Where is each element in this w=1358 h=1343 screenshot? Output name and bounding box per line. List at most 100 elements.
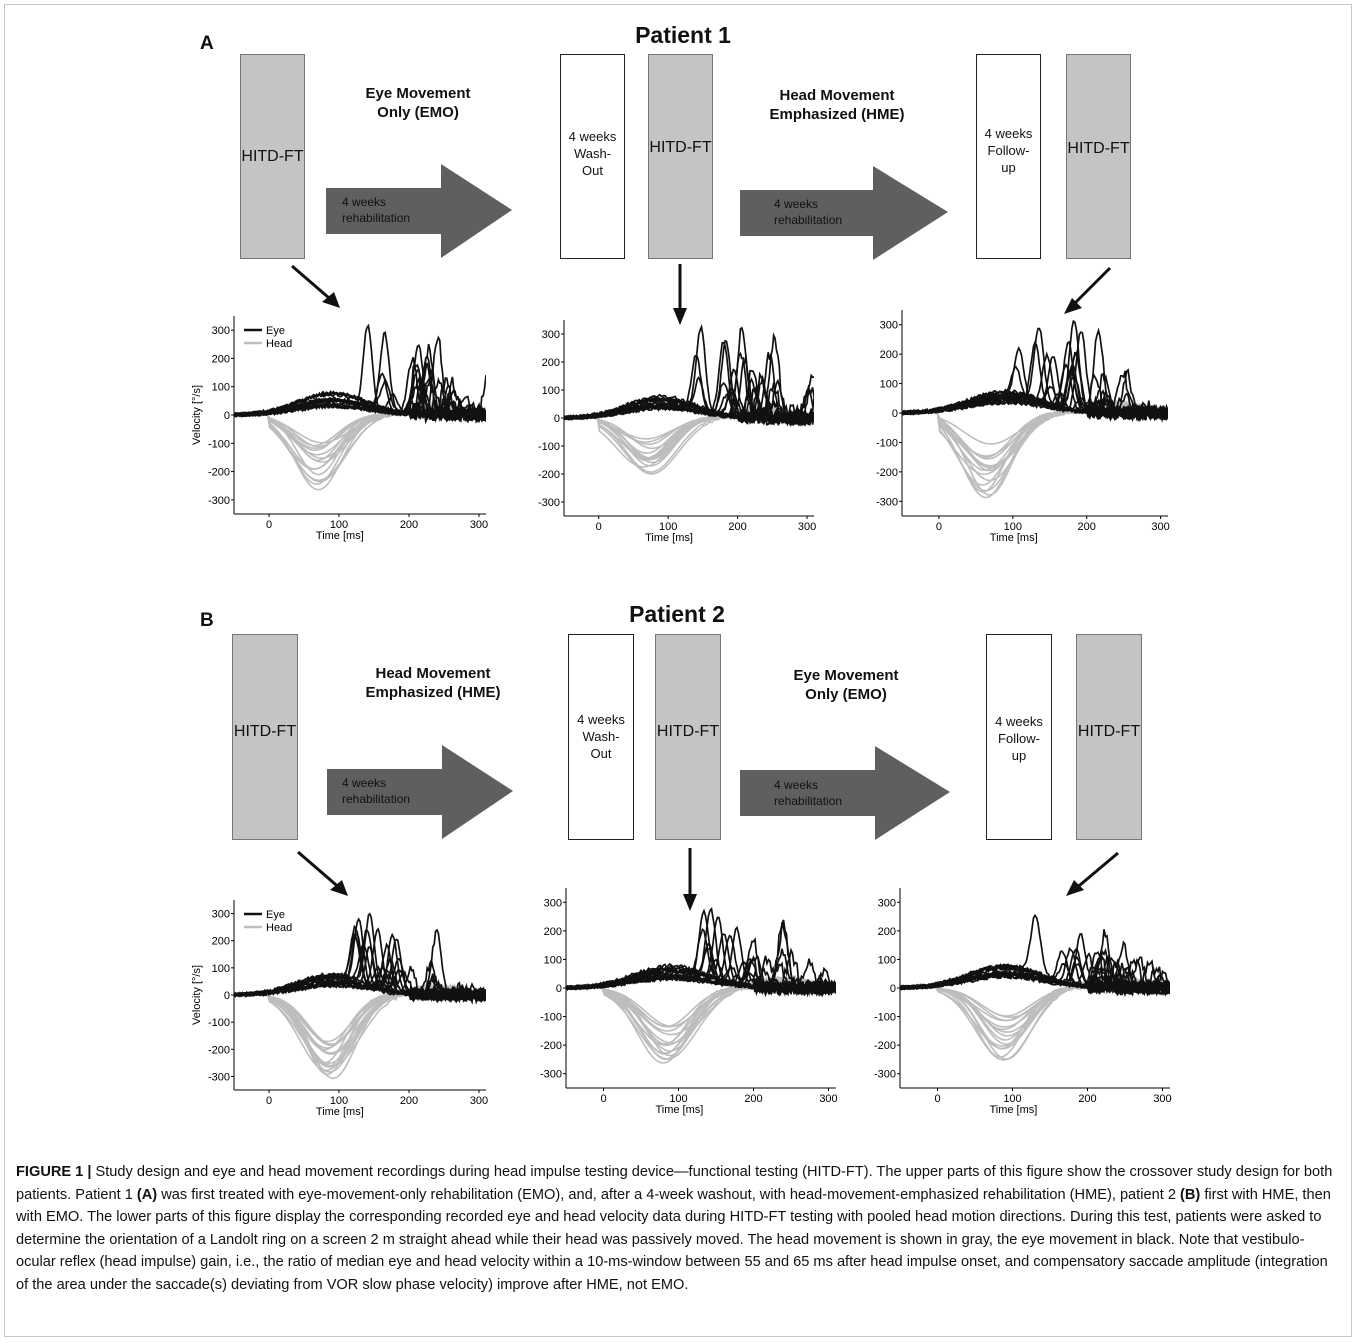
y-tick-label: -100 xyxy=(874,1012,896,1024)
x-axis-label: Time [ms] xyxy=(989,1104,1037,1116)
x-axis-label: Time [ms] xyxy=(316,530,364,542)
pointer-arrow-b2 xyxy=(683,848,697,911)
y-tick-label: 100 xyxy=(212,963,230,975)
washout-box-a: 4 weeks Wash- Out xyxy=(560,54,625,259)
eye-trace xyxy=(900,962,1170,995)
x-tick-label: 0 xyxy=(936,521,942,533)
y-tick-label: 300 xyxy=(212,325,230,337)
y-tick-label: -300 xyxy=(538,497,560,509)
x-axis-label: Time [ms] xyxy=(655,1104,703,1116)
x-tick-label: 300 xyxy=(1151,521,1169,533)
traces xyxy=(234,912,486,1080)
x-tick-label: 100 xyxy=(1003,1093,1021,1105)
x-axis-label: Time [ms] xyxy=(990,532,1038,544)
head-trace xyxy=(902,401,1168,476)
eye-trace xyxy=(564,373,814,425)
y-tick-label: 100 xyxy=(212,382,230,394)
hitd-box-b3: HITD-FT xyxy=(1076,634,1142,840)
x-tick-label: 300 xyxy=(1153,1093,1171,1105)
y-tick-label: -200 xyxy=(538,469,560,481)
followup-box-a: 4 weeks Follow- up xyxy=(976,54,1041,259)
y-tick-label: 0 xyxy=(224,990,230,1002)
x-tick-label: 0 xyxy=(266,1095,272,1107)
velocity-chart-b-after-hme: -300 -200 -100 0 100 200 300 0 100 200 300 Time [ms… xyxy=(540,888,838,1116)
legend-label-eye: Eye xyxy=(266,909,285,921)
phase-label-b2: Eye Movement Only (EMO) xyxy=(793,667,899,703)
eye-trace xyxy=(564,368,814,427)
figure-caption: FIGURE 1 | Study design and eye and head… xyxy=(16,1164,1333,1293)
y-tick-label: -300 xyxy=(208,495,230,507)
y-tick-label: -200 xyxy=(540,1040,562,1052)
pointer-arrow-a3 xyxy=(1064,266,1112,314)
legend-label-eye: Eye xyxy=(266,325,285,337)
figure-frame xyxy=(4,4,1352,1337)
patient-title-1: Patient 1 xyxy=(635,22,731,48)
y-tick-label: 300 xyxy=(212,909,230,921)
x-tick-label: 300 xyxy=(470,519,488,531)
pointer-arrow-b3 xyxy=(1066,851,1119,896)
x-tick-label: 100 xyxy=(1004,521,1022,533)
eye-trace xyxy=(234,362,486,423)
y-tick-label: -200 xyxy=(874,1040,896,1052)
y-tick-label: -100 xyxy=(538,441,560,453)
y-tick-label: -100 xyxy=(208,438,230,450)
traces xyxy=(566,907,836,1064)
y-tick-label: 100 xyxy=(542,385,560,397)
hitd-box-b2: HITD-FT xyxy=(655,634,721,840)
y-tick-label: 200 xyxy=(878,926,896,938)
y-tick-label: 200 xyxy=(880,349,898,361)
hitd-box-a2: HITD-FT xyxy=(648,54,713,259)
x-tick-label: 200 xyxy=(744,1093,762,1105)
x-tick-label: 300 xyxy=(798,521,816,533)
x-tick-label: 0 xyxy=(934,1093,940,1105)
y-tick-label: 0 xyxy=(556,983,562,995)
rehab-arrow-a2 xyxy=(740,166,948,260)
phase-label-a2: Head Movement Emphasized (HME) xyxy=(769,87,905,123)
y-tick-label: 300 xyxy=(544,897,562,909)
y-tick-label: -300 xyxy=(876,496,898,508)
traces xyxy=(900,913,1170,1061)
pointer-arrow-b1 xyxy=(297,850,348,896)
x-tick-label: 200 xyxy=(1078,1093,1096,1105)
legend-label-head: Head xyxy=(266,922,292,934)
x-tick-label: 300 xyxy=(819,1093,837,1105)
y-tick-label: -200 xyxy=(876,467,898,479)
y-tick-label: 100 xyxy=(878,954,896,966)
hitd-box-b1: HITD-FT xyxy=(232,634,298,840)
rehab-arrow-b1 xyxy=(327,745,513,839)
pointer-arrow-a2 xyxy=(673,264,687,325)
y-tick-label: 200 xyxy=(542,357,560,369)
x-axis-label: Time [ms] xyxy=(316,1106,364,1118)
y-tick-label: -100 xyxy=(540,1012,562,1024)
y-tick-label: 300 xyxy=(878,897,896,909)
rehab-arrow-b2 xyxy=(740,746,950,840)
rehab-label-a2: 4 weeks rehabilitation xyxy=(774,197,843,227)
x-tick-label: 100 xyxy=(659,521,677,533)
x-tick-label: 0 xyxy=(596,521,602,533)
y-tick-label: 0 xyxy=(890,983,896,995)
y-tick-label: 0 xyxy=(892,408,898,420)
x-tick-label: 100 xyxy=(669,1093,687,1105)
eye-trace xyxy=(900,955,1170,995)
hitd-box-a3: HITD-FT xyxy=(1066,54,1131,259)
rehab-label-b1: 4 weeks rehabilitation xyxy=(342,776,411,806)
x-tick-label: 300 xyxy=(470,1095,488,1107)
velocity-chart-a-after-hme: -300 -200 -100 0 100 200 300 0 100 200 300 Time [ms… xyxy=(876,310,1170,544)
x-tick-label: 0 xyxy=(266,519,272,531)
y-tick-label: -200 xyxy=(208,467,230,479)
rehab-label-b2: 4 weeks rehabilitation xyxy=(774,778,843,808)
y-tick-label: 200 xyxy=(212,353,230,365)
y-tick-label: -100 xyxy=(208,1017,230,1029)
y-axis-label: Velocity [°/s] xyxy=(191,385,203,445)
y-tick-label: -300 xyxy=(874,1069,896,1081)
x-axis-label: Time [ms] xyxy=(645,532,693,544)
y-tick-label: -200 xyxy=(208,1044,230,1056)
phase-label-b1: Head Movement Emphasized (HME) xyxy=(365,665,501,701)
traces xyxy=(902,319,1168,499)
velocity-chart-a-after-emo: -300 -200 -100 0 100 200 300 0 100 200 300 Time [ms… xyxy=(538,320,816,544)
patient-title-2: Patient 2 xyxy=(629,601,725,627)
eye-trace xyxy=(566,947,836,997)
rehab-label-a1: 4 weeks rehabilitation xyxy=(342,195,411,225)
traces xyxy=(234,323,486,491)
y-tick-label: 0 xyxy=(554,413,560,425)
